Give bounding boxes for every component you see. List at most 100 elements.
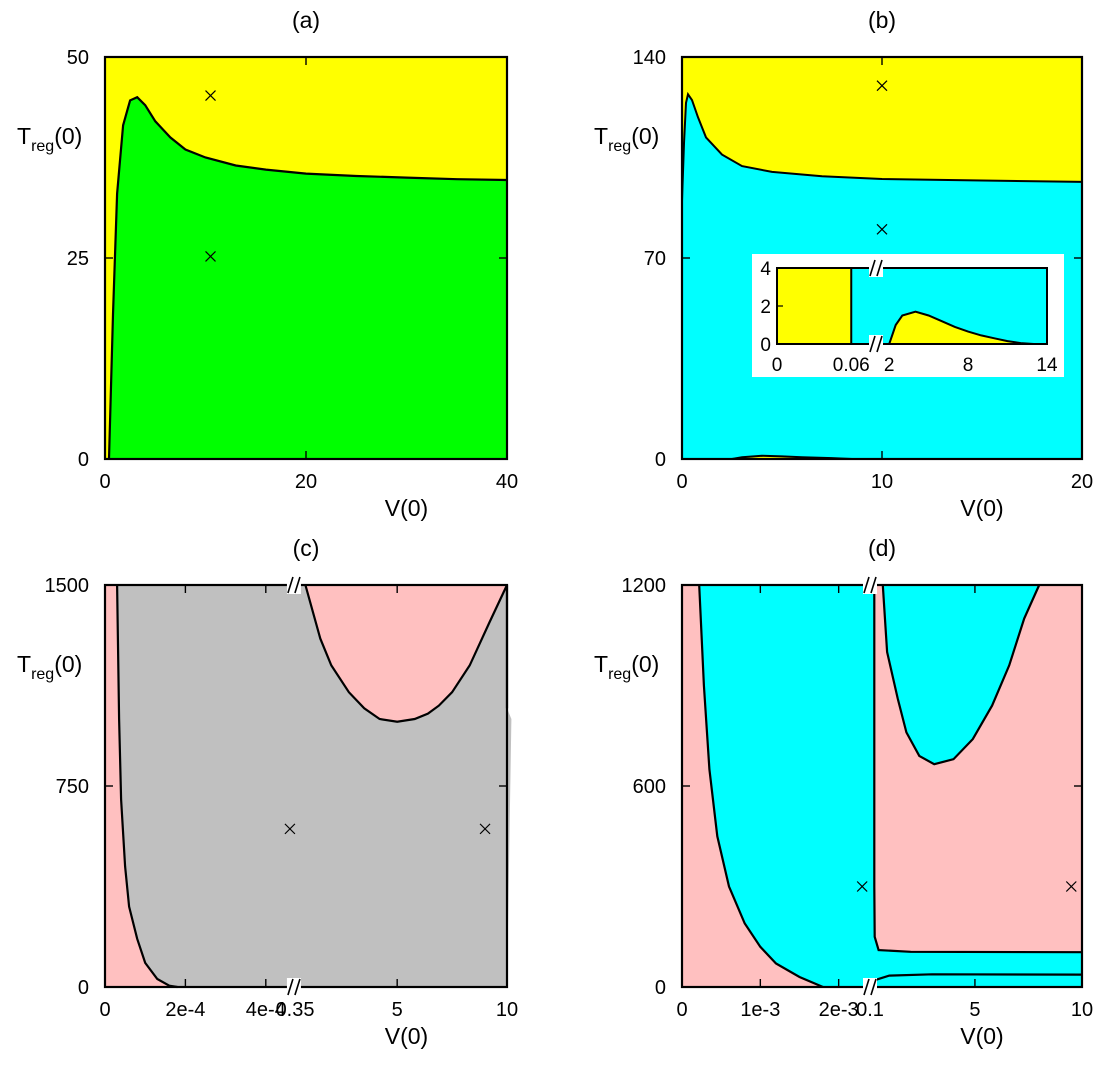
inset-region-yellow	[777, 268, 852, 344]
inset-axis-break	[869, 335, 883, 353]
inset-y-tick-label: 2	[760, 297, 771, 318]
x-tick-label: 5	[392, 999, 403, 1021]
marker-stroke	[856, 881, 868, 892]
inset-axis-break	[869, 259, 883, 277]
x-tick-label: 0	[676, 999, 687, 1021]
y-tick-label: 1500	[45, 575, 90, 597]
x-tick-label: 2e-4	[165, 999, 205, 1021]
axis-break	[287, 978, 301, 996]
x-tick-label: 5	[969, 999, 980, 1021]
y-tick-label: 750	[56, 776, 89, 798]
initial-condition-marker	[876, 223, 888, 235]
marker-stroke	[205, 250, 216, 262]
x-tick-label: 0.1	[856, 999, 884, 1021]
axis-break-stroke	[294, 978, 301, 996]
inset-x-tick-label: 0.06	[833, 355, 870, 376]
x-axis-label: V(0)	[385, 1023, 428, 1049]
axis-break-stroke	[294, 576, 301, 594]
inset-boundary	[888, 310, 1034, 345]
y-axis-label: Treg(0)	[594, 651, 659, 683]
x-tick-label: 0	[99, 471, 110, 493]
y-tick-label: 0	[655, 449, 666, 471]
axis-break	[863, 978, 877, 996]
x-tick-label: 4e-4	[246, 999, 286, 1021]
initial-condition-marker	[284, 823, 296, 835]
x-tick-label: 0	[99, 999, 110, 1021]
panel-title: (c)	[293, 535, 320, 561]
inset-axis-break-gap	[869, 259, 883, 277]
x-tick-label: 40	[496, 471, 518, 493]
y-tick-label: 25	[67, 248, 89, 270]
panel-title: (d)	[868, 535, 896, 561]
y-tick-label: 70	[644, 248, 666, 270]
y-tick-label: 1200	[622, 575, 667, 597]
marker-stroke	[876, 223, 888, 235]
axis-break-stroke	[870, 978, 877, 996]
initial-condition-marker	[1065, 881, 1077, 892]
initial-condition-marker	[205, 90, 216, 102]
y-axis-label: Treg(0)	[17, 123, 82, 155]
axis-break-stroke	[863, 576, 870, 594]
region-green	[109, 97, 507, 459]
x-tick-label: 10	[496, 999, 518, 1021]
inset-x-tick-label: 8	[963, 355, 974, 376]
initial-condition-marker	[856, 881, 868, 892]
axis-break	[287, 576, 301, 594]
region-gray	[117, 585, 512, 987]
inset-axis-break-stroke	[869, 335, 876, 353]
y-tick-label: 600	[633, 776, 666, 798]
y-tick-label: 50	[67, 47, 89, 69]
inset: 0 2 4 0 0.06 2 8 14	[752, 254, 1064, 377]
marker-stroke	[205, 90, 216, 102]
marker-stroke	[284, 823, 296, 835]
x-tick-label: 20	[295, 471, 317, 493]
region-cyan	[699, 585, 1082, 987]
x-tick-label: 10	[871, 471, 893, 493]
region-boundary	[873, 585, 1083, 954]
axis-break	[863, 576, 877, 594]
inset-y-tick-label: 0	[760, 335, 771, 356]
x-tick-label: 10	[1071, 999, 1093, 1021]
panel-title: (b)	[868, 7, 896, 33]
inset-axis-break-stroke	[876, 335, 883, 353]
inset-axis-break-gap	[869, 335, 883, 353]
axis-break-stroke	[863, 978, 870, 996]
marker-stroke	[876, 80, 888, 92]
region-cyan	[882, 585, 1040, 765]
initial-condition-marker	[479, 823, 491, 835]
inset-region-yellow	[889, 311, 1034, 344]
x-tick-label: 0	[676, 471, 687, 493]
y-tick-label: 0	[78, 977, 89, 999]
y-axis-label: Treg(0)	[594, 123, 659, 155]
axis-break-stroke	[287, 978, 294, 996]
panel-title: (a)	[292, 7, 320, 33]
y-axis-label: Treg(0)	[17, 651, 82, 683]
x-tick-label: 1e-3	[740, 999, 780, 1021]
axis-break-gap	[286, 978, 301, 996]
x-tick-label: 0.35	[276, 999, 315, 1021]
region-boundary	[304, 584, 509, 723]
y-tick-label: 0	[655, 977, 666, 999]
axis-break-stroke	[870, 576, 877, 594]
x-tick-label: 20	[1071, 471, 1093, 493]
inset-y-tick-label: 4	[760, 259, 771, 280]
region-boundary	[116, 584, 178, 989]
x-axis-label: V(0)	[960, 1023, 1003, 1049]
initial-condition-marker	[205, 250, 216, 262]
x-tick-label: 2e-3	[819, 999, 859, 1021]
axis-break-gap	[863, 978, 877, 996]
region-boundary	[681, 91, 1083, 201]
axis-break-stroke	[287, 576, 294, 594]
region-boundary	[698, 584, 824, 989]
inset-x-tick-label: 14	[1036, 355, 1058, 376]
region-cyan	[870, 974, 1082, 987]
axis-break-gap	[286, 576, 301, 594]
inset-axis-break-stroke	[869, 259, 876, 277]
x-axis-label: V(0)	[385, 495, 428, 521]
region-boundary	[881, 584, 1041, 766]
inset-x-tick-label: 2	[884, 355, 895, 376]
region-yellow	[682, 57, 1082, 201]
y-tick-label: 0	[78, 449, 89, 471]
x-axis-label: V(0)	[960, 495, 1003, 521]
